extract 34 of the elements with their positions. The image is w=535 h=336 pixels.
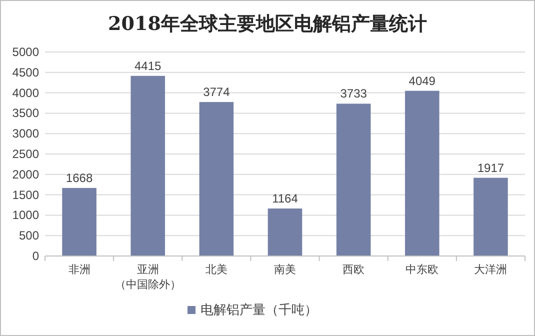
x-tick-label: 西欧 [342, 264, 365, 276]
y-tick-label: 5000 [12, 45, 40, 59]
data-label: 3774 [203, 85, 230, 100]
y-tick-label: 1000 [12, 208, 40, 222]
x-tick-label: 北美 [205, 263, 228, 276]
x-tick-label: 亚洲（中国除外） [114, 263, 181, 291]
y-tick-label: 3000 [12, 126, 40, 141]
chart-title: 2018年全球主要地区电解铝产量统计 [108, 13, 427, 35]
y-tick-label: 2000 [12, 167, 40, 182]
y-tick-label: 0 [32, 249, 40, 263]
x-tick-label: 南美 [274, 263, 296, 276]
data-label: 1164 [272, 192, 298, 206]
data-label: 4415 [134, 58, 162, 73]
legend-label: 电解铝产量（千吨） [200, 302, 318, 317]
bar [199, 102, 234, 256]
bar [336, 104, 371, 256]
y-tick-label: 500 [18, 228, 40, 243]
x-tick-label: 中东欧 [406, 263, 439, 276]
y-tick-label: 2500 [12, 147, 40, 161]
y-tick-label: 1500 [12, 188, 40, 202]
bar [474, 178, 508, 256]
data-label: 4049 [408, 74, 436, 88]
x-tick-label: 大洋洲 [474, 263, 508, 276]
data-label: 1668 [66, 170, 93, 185]
x-tick-label: 非洲 [68, 263, 90, 276]
data-label: 3733 [340, 86, 368, 101]
y-tick-label: 3500 [12, 106, 40, 120]
data-label: 1917 [477, 160, 504, 175]
bar [130, 76, 165, 256]
y-tick-label: 4500 [12, 65, 40, 80]
bar [405, 90, 440, 256]
bar [268, 208, 302, 256]
y-tick-label: 4000 [12, 86, 40, 100]
bar [62, 188, 96, 256]
